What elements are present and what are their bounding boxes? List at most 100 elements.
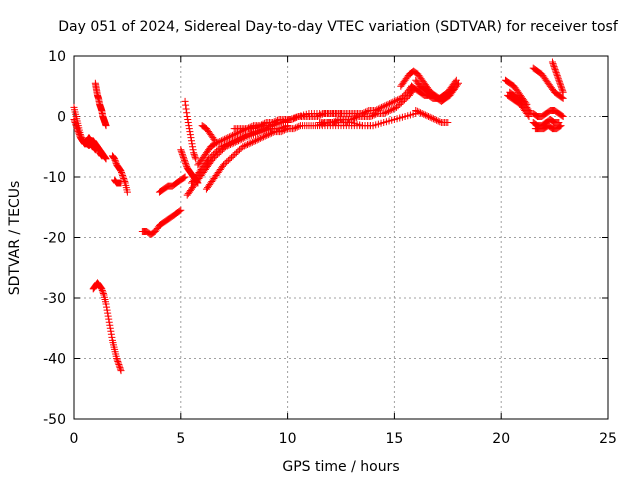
y-tick-label: -40 [43, 352, 66, 368]
data-point [236, 146, 244, 154]
data-point [117, 367, 125, 375]
data-point [385, 107, 393, 115]
data-point [102, 155, 110, 163]
x-tick-label: 10 [279, 431, 297, 447]
data-point [402, 94, 410, 102]
data-point [282, 125, 290, 133]
data-point [270, 118, 278, 126]
data-point [393, 103, 401, 111]
data-point [214, 138, 222, 146]
data-point [372, 110, 380, 118]
data-point [252, 137, 260, 145]
data-point [189, 143, 197, 151]
data-point [243, 125, 251, 133]
data-point [279, 127, 287, 135]
data-point [244, 140, 252, 148]
data-point [98, 152, 106, 160]
data-points [70, 58, 567, 375]
data-point [219, 136, 227, 144]
data-point [394, 96, 402, 104]
data-point [107, 327, 115, 335]
data-point [256, 122, 264, 130]
data-point [103, 306, 111, 314]
data-point [238, 133, 246, 141]
data-point [436, 118, 444, 126]
data-point [360, 109, 368, 117]
data-point [117, 167, 125, 175]
data-point [205, 155, 213, 163]
data-point [190, 149, 198, 157]
data-point [421, 111, 429, 119]
data-point [116, 365, 124, 373]
data-point [425, 113, 433, 120]
data-point [181, 158, 189, 166]
data-point [420, 110, 428, 118]
data-series [181, 97, 200, 163]
data-point [181, 156, 189, 164]
data-point [428, 114, 436, 122]
data-point [217, 137, 225, 145]
data-point [381, 102, 389, 110]
data-point [379, 103, 387, 111]
data-point [105, 318, 113, 326]
data-point [222, 134, 230, 142]
data-point [213, 147, 221, 155]
data-point [257, 121, 265, 129]
data-point [255, 135, 263, 143]
axis-ticks: -50 -40 -30 -20 -10 0 10 0 5 10 15 20 25 [43, 49, 617, 447]
data-point [113, 355, 121, 362]
data-point [558, 85, 566, 93]
data-point [106, 321, 114, 329]
data-point [113, 356, 121, 364]
x-tick-label: 5 [176, 431, 185, 447]
data-point [221, 135, 229, 143]
data-point [119, 171, 127, 179]
data-point [259, 120, 267, 128]
data-point [386, 106, 394, 114]
data-point [454, 79, 462, 87]
data-point [245, 140, 253, 148]
data-point [224, 156, 232, 164]
data-point [280, 126, 288, 134]
grid-lines [74, 56, 608, 419]
data-point [230, 137, 238, 145]
data-point [104, 309, 112, 317]
data-point [253, 136, 261, 144]
data-point [95, 146, 103, 154]
data-series [108, 152, 131, 196]
data-series [529, 106, 567, 120]
data-point [314, 113, 322, 120]
data-point [290, 125, 298, 133]
data-point [184, 116, 192, 124]
data-point [227, 132, 235, 140]
data-point [180, 174, 188, 182]
data-point [557, 82, 565, 90]
data-point [115, 362, 123, 370]
data-point [187, 134, 195, 142]
data-point [550, 63, 558, 71]
data-point [221, 141, 229, 149]
data-point [417, 109, 425, 117]
data-point [392, 97, 400, 105]
data-point [263, 131, 271, 139]
data-point [185, 122, 193, 130]
data-point [362, 108, 370, 116]
data-point [211, 149, 219, 157]
data-point [223, 158, 231, 166]
data-point [123, 188, 131, 196]
data-point [291, 114, 299, 122]
x-tick-label: 0 [70, 431, 79, 447]
data-point [349, 115, 357, 123]
data-point [264, 131, 272, 139]
data-point [219, 142, 227, 150]
data-point [559, 94, 567, 102]
data-point [110, 153, 118, 161]
data-point [209, 150, 217, 158]
data-series [412, 76, 462, 105]
y-tick-label: -10 [43, 170, 66, 186]
data-point [229, 152, 237, 160]
data-point [120, 175, 128, 183]
data-point [552, 67, 560, 75]
data-point [288, 116, 296, 124]
data-point [181, 97, 189, 105]
